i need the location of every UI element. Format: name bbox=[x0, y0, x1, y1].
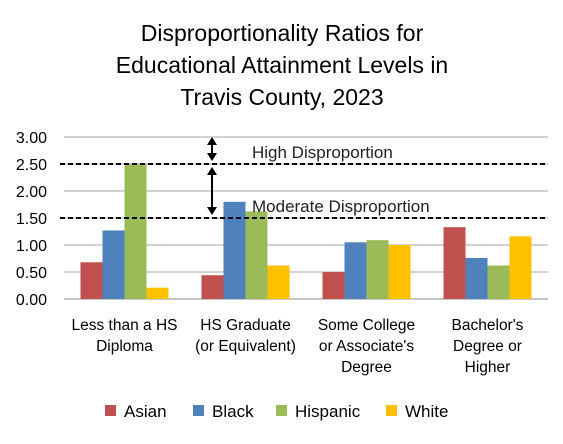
arrow-head-up bbox=[207, 137, 217, 145]
bar-white bbox=[146, 287, 169, 299]
bar-black bbox=[223, 201, 246, 299]
category-label: HS Graduate bbox=[200, 317, 290, 334]
y-tick-label: 1.50 bbox=[16, 211, 47, 228]
bar-hispanic bbox=[366, 240, 389, 299]
bar-white bbox=[267, 265, 290, 299]
category-label: Higher bbox=[465, 359, 511, 376]
category-label: or Associate's bbox=[319, 338, 414, 355]
y-tick-label: 2.00 bbox=[16, 184, 47, 201]
legend-swatch-white bbox=[386, 405, 397, 416]
category-label: Some College bbox=[318, 317, 415, 334]
bar-black bbox=[465, 257, 488, 299]
threshold-arrows bbox=[207, 137, 217, 215]
bar-hispanic bbox=[245, 211, 268, 299]
category-label: Less than a HS bbox=[72, 317, 178, 334]
bar-black bbox=[102, 230, 125, 299]
chart-title: Disproportionality Ratios for Educational… bbox=[116, 20, 448, 110]
y-tick-label: 0.00 bbox=[16, 292, 47, 309]
category-label: (or Equivalent) bbox=[195, 338, 296, 355]
chart-title-line: Educational Attainment Levels in bbox=[116, 52, 448, 78]
chart-title-line: Disproportionality Ratios for bbox=[141, 20, 424, 46]
category-label: Bachelor's bbox=[452, 317, 524, 334]
bar-black bbox=[344, 242, 367, 299]
y-tick-label: 2.50 bbox=[16, 157, 47, 174]
legend-swatch-hispanic bbox=[276, 405, 287, 416]
category-label: Degree bbox=[341, 359, 392, 376]
y-tick-label: 3.00 bbox=[16, 130, 47, 147]
chart-title-line: Travis County, 2023 bbox=[180, 84, 383, 110]
y-axis-tick-labels: 0.00 0.50 1.00 1.50 2.00 2.50 3.00 bbox=[16, 130, 47, 309]
arrow-head-down bbox=[207, 153, 217, 161]
legend-swatch-black bbox=[193, 405, 204, 416]
bar-hispanic bbox=[487, 265, 510, 299]
y-tick-label: 1.00 bbox=[16, 238, 47, 255]
legend-label: Hispanic bbox=[295, 402, 361, 421]
legend: Asian Black Hispanic White bbox=[105, 402, 448, 421]
arrow-head-down bbox=[207, 207, 217, 215]
legend-label: White bbox=[405, 402, 448, 421]
threshold-label: Moderate Disproportion bbox=[252, 197, 430, 216]
threshold-lines: High Disproportion Moderate Disproportion bbox=[60, 143, 548, 219]
bar-hispanic bbox=[124, 164, 147, 299]
bar-asian bbox=[80, 262, 103, 299]
category-label: Diploma bbox=[96, 338, 153, 355]
legend-label: Asian bbox=[124, 402, 167, 421]
legend-swatch-asian bbox=[105, 405, 116, 416]
legend-label: Black bbox=[212, 402, 254, 421]
bar-white bbox=[509, 236, 532, 299]
category-label: Degree or bbox=[453, 338, 522, 355]
threshold-label: High Disproportion bbox=[252, 143, 393, 162]
y-tick-label: 0.50 bbox=[16, 265, 47, 282]
bar-asian bbox=[201, 275, 224, 299]
bars bbox=[80, 164, 532, 299]
bar-white bbox=[388, 245, 411, 299]
x-axis-category-labels: Less than a HS Diploma HS Graduate (or Equi… bbox=[72, 317, 524, 376]
bar-asian bbox=[443, 227, 466, 299]
bar-asian bbox=[322, 272, 345, 299]
arrow-head-up bbox=[207, 167, 217, 175]
